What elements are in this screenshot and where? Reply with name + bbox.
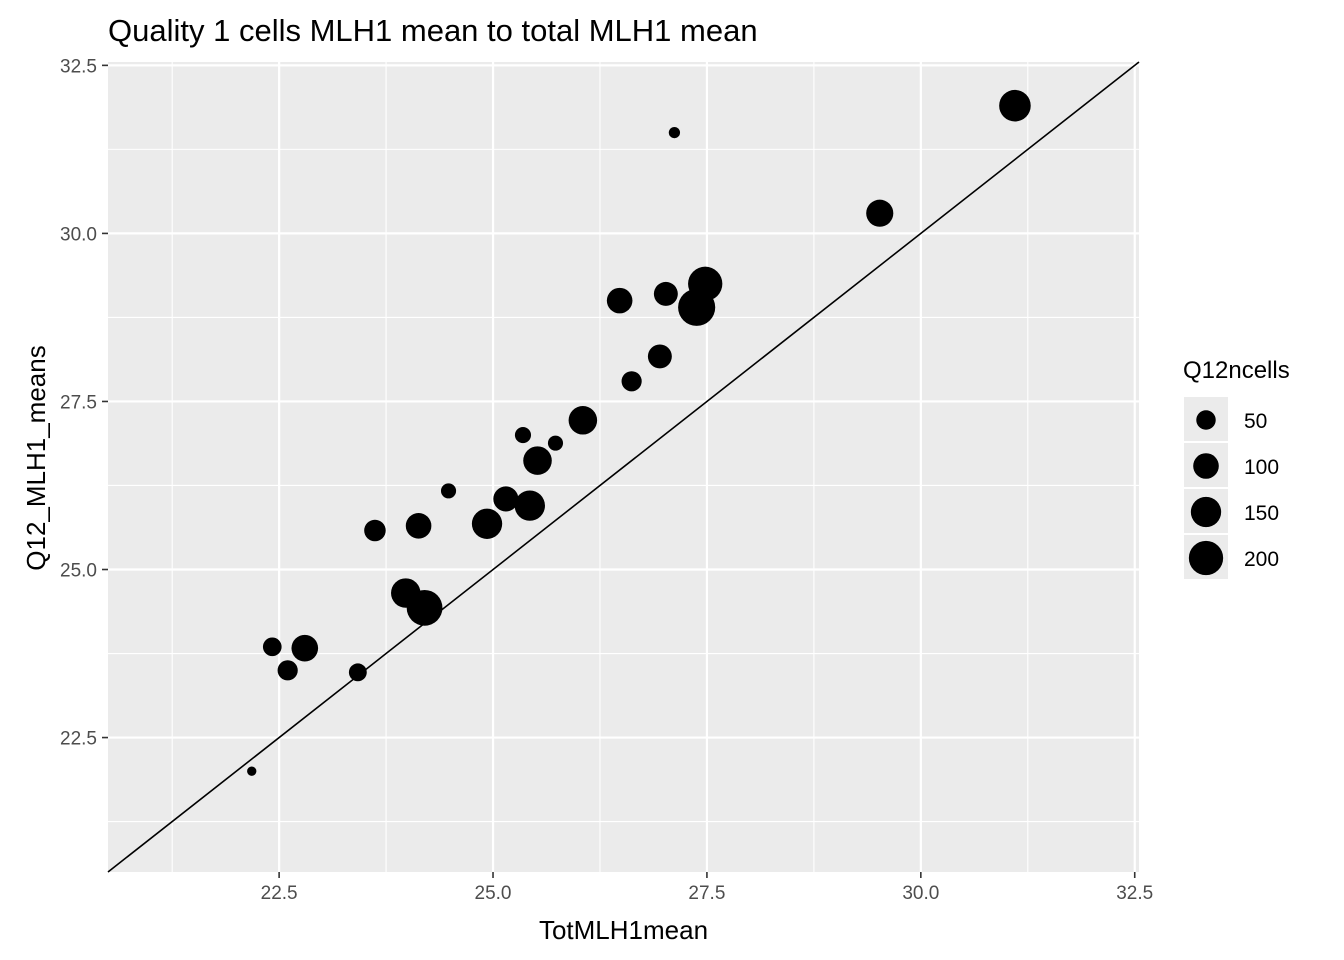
data-point [514,490,545,521]
legend-label: 100 [1244,456,1279,479]
legend-key-circle [1196,410,1216,430]
legend-key-circle [1193,453,1219,479]
data-point [277,660,298,681]
data-point [291,634,319,662]
x-tick-label: 30.0 [902,883,939,904]
y-tick-label: 30.0 [60,224,97,245]
x-tick-label: 27.5 [688,883,725,904]
y-tick-label: 22.5 [60,729,97,750]
y-tick-label: 25.0 [60,561,97,582]
legend-label: 50 [1244,410,1267,433]
legend-label: 150 [1244,502,1279,525]
identity-line [107,61,1140,873]
x-tick-label: 22.5 [261,883,298,904]
data-point [348,663,367,682]
size-legend: Q12ncells 50 100 150 200 [1183,357,1290,579]
x-tick-label: 32.5 [1116,883,1153,904]
x-axis-label: TotMLH1mean [539,915,708,945]
x-tick-label: 25.0 [475,883,512,904]
y-tick-label: 27.5 [60,392,97,413]
data-point [405,513,432,539]
y-tick-label: 32.5 [60,56,97,77]
data-point [653,281,678,306]
data-point [866,199,894,227]
legend-label: 200 [1244,548,1279,571]
data-point [471,508,503,539]
chart-title: Quality 1 cells MLH1 mean to total MLH1 … [108,13,758,48]
data-point [247,766,257,776]
data-point [364,519,386,542]
x-axis: 22.5 25.0 27.5 30.0 32.5 [261,872,1153,904]
data-point [523,446,552,475]
data-point [493,486,519,512]
y-axis-label: Q12_MLH1_means [21,345,51,570]
data-point [647,344,672,369]
data-point [568,406,598,435]
data-point [688,266,723,301]
identity-line-group [107,61,1140,873]
data-points [247,89,1031,776]
data-point [406,589,443,626]
legend-title: Q12ncells [1183,357,1290,384]
data-point [547,435,564,451]
data-point [668,126,681,139]
data-point [999,89,1031,122]
data-point [262,637,282,657]
y-axis: 22.5 25.0 27.5 30.0 32.5 [60,56,108,750]
data-point [514,427,532,444]
legend-key-circle [1188,540,1224,576]
data-point [440,483,457,499]
data-point [606,287,633,314]
data-point [621,371,642,392]
legend-key-circle [1190,496,1222,528]
